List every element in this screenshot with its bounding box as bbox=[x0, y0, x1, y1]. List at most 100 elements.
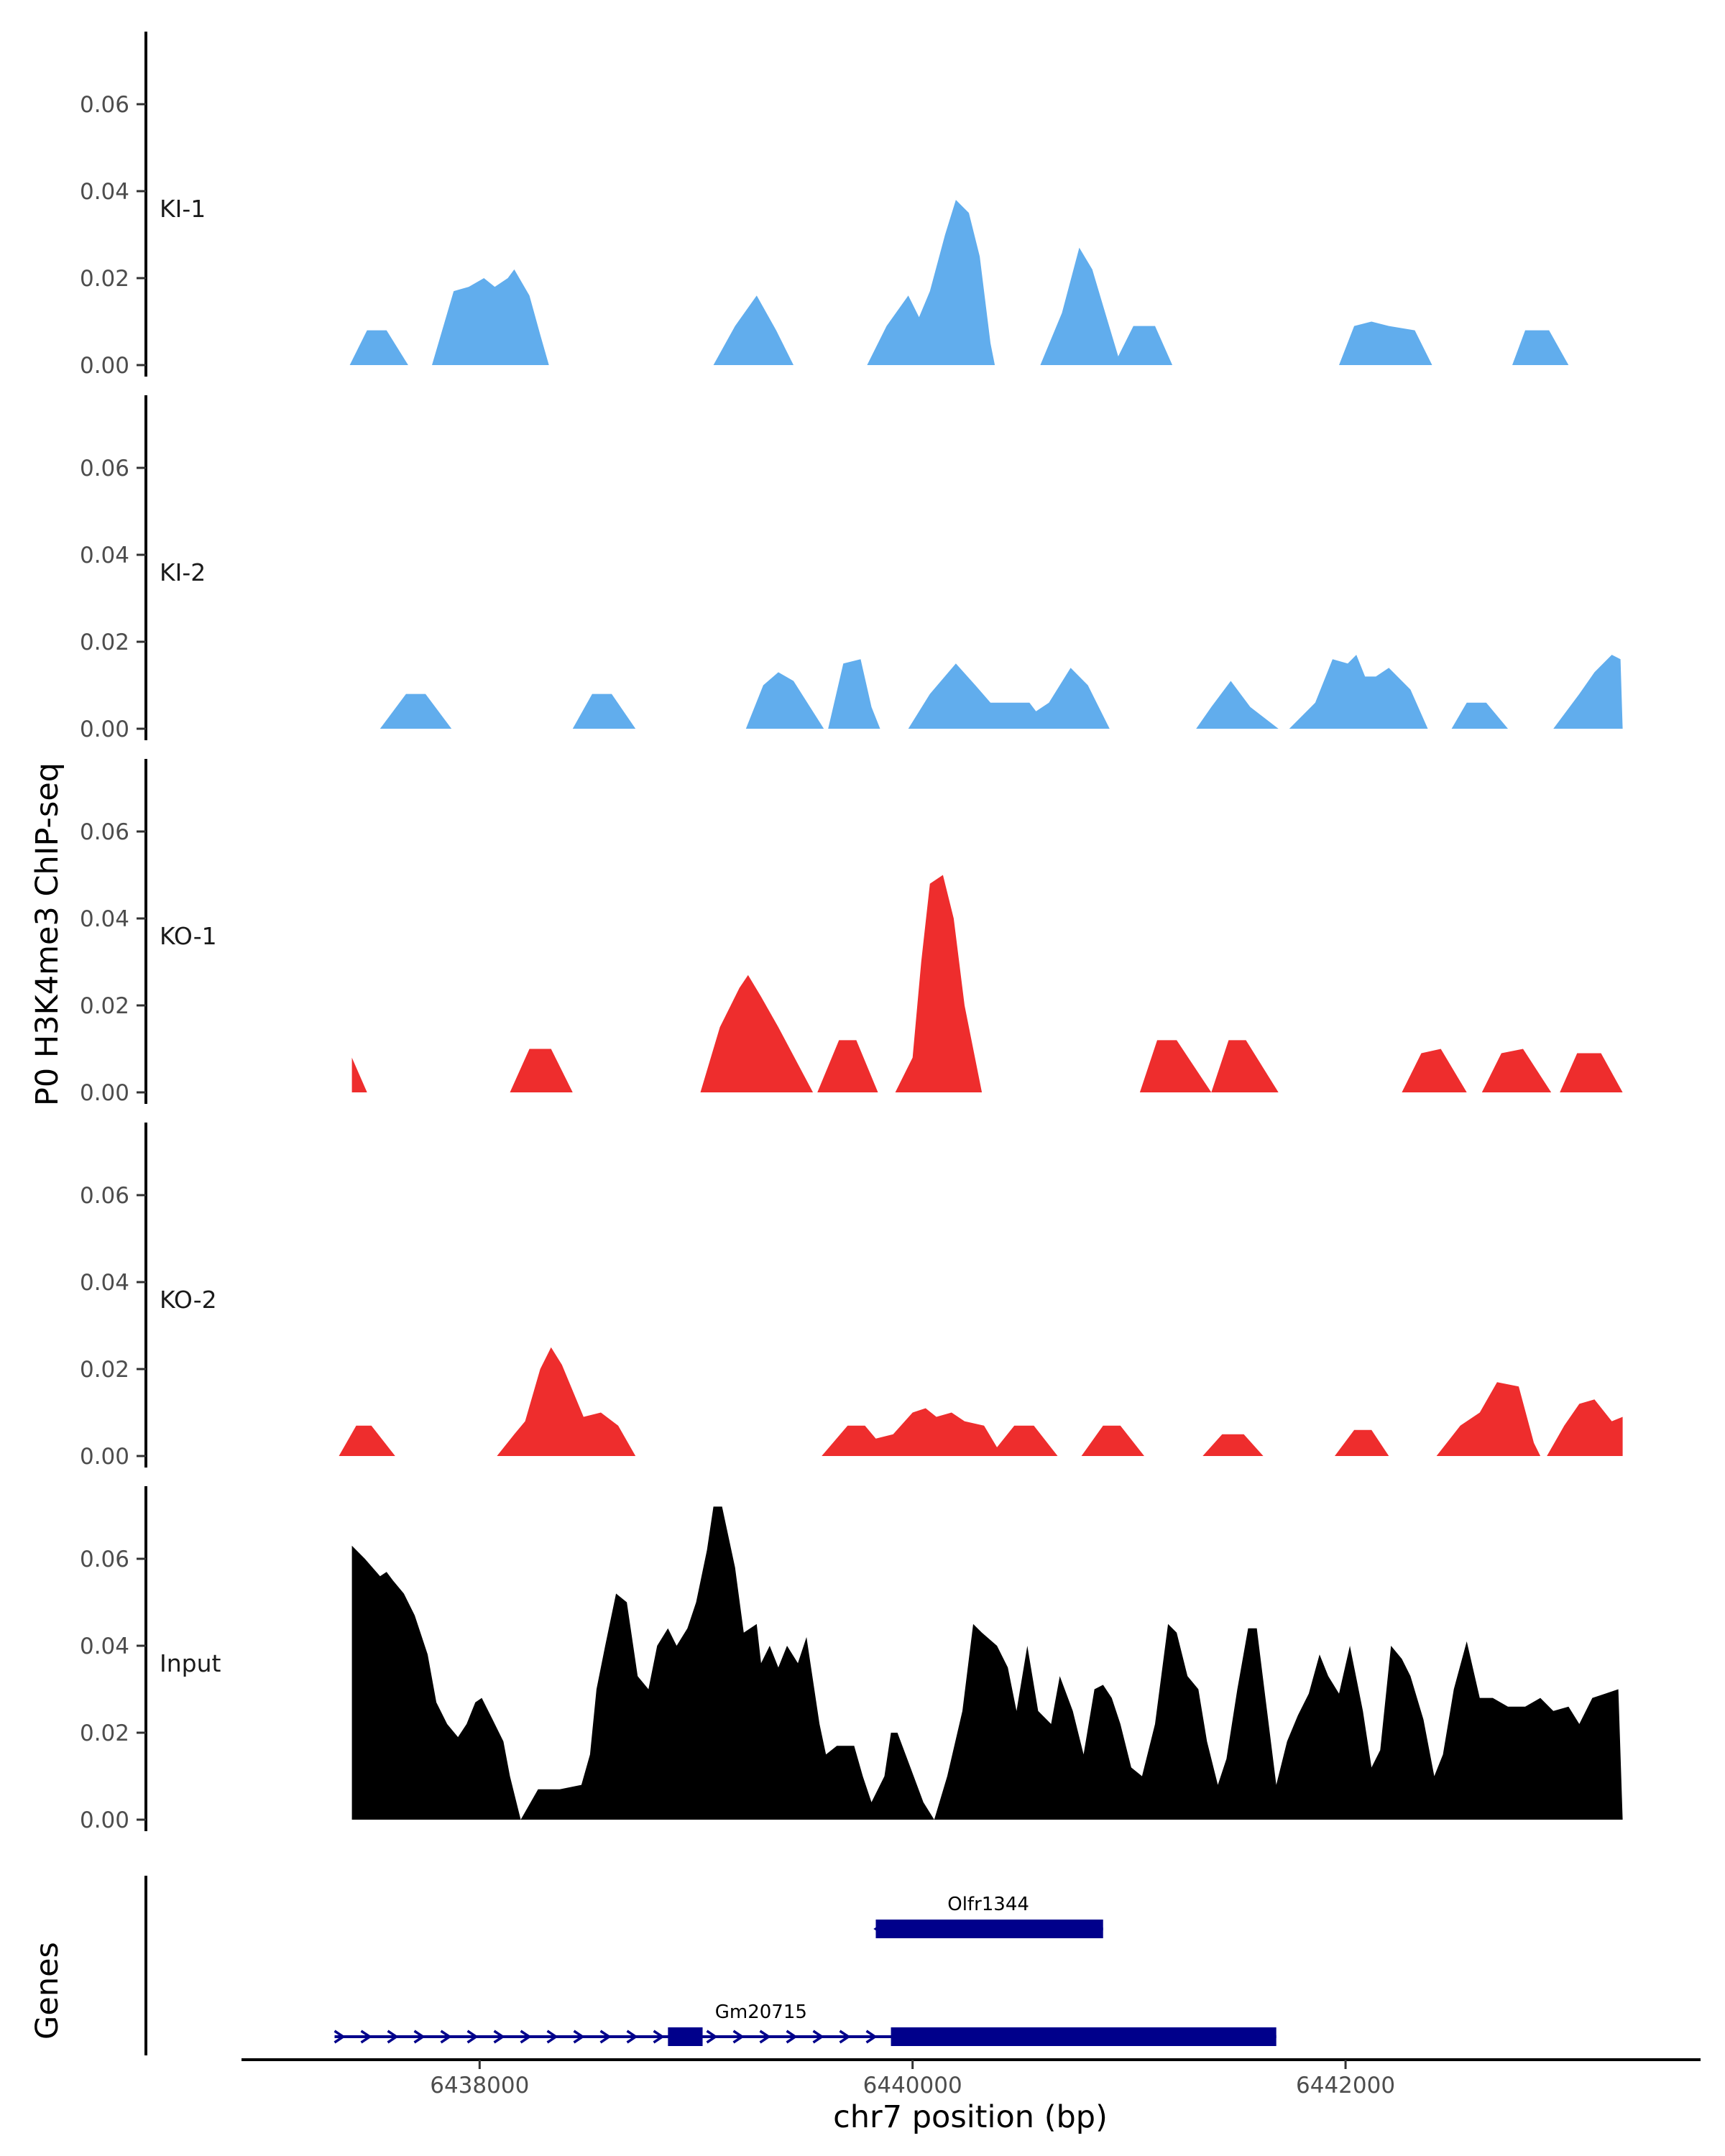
gene-label: Gm20715 bbox=[715, 2001, 807, 2023]
strand-arrow bbox=[387, 2030, 399, 2044]
strand-arrow bbox=[653, 2030, 665, 2044]
signal-peak bbox=[1196, 681, 1279, 729]
y-tick-label: 0.00 bbox=[80, 1807, 129, 1833]
signal-peak bbox=[1040, 247, 1173, 365]
signal-peak bbox=[1335, 1429, 1389, 1456]
signal-peak bbox=[1512, 330, 1569, 365]
strand-arrow bbox=[466, 2030, 479, 2044]
signal-peak bbox=[895, 875, 983, 1092]
track-label: KO-1 bbox=[160, 922, 217, 950]
track-ki-1: 0.00 0.02 0.04 0.06 KI-1 bbox=[80, 32, 1569, 379]
signal-peak bbox=[700, 975, 814, 1092]
signal-peak bbox=[1402, 1049, 1467, 1092]
y-tick-label: 0.04 bbox=[80, 1270, 129, 1296]
signal-peak bbox=[867, 200, 995, 365]
y-tick-label: 0.02 bbox=[80, 1357, 129, 1383]
signal-peak bbox=[713, 295, 794, 365]
track-input: 0.00 0.02 0.04 0.06 Input bbox=[80, 1486, 1623, 1833]
x-tick-label: 6440000 bbox=[863, 2073, 962, 2099]
y-tick-label: 0.06 bbox=[80, 819, 129, 845]
x-tick-label: 6442000 bbox=[1296, 2073, 1395, 2099]
track-ko-2: 0.00 0.02 0.04 0.06 KO-2 bbox=[80, 1123, 1623, 1470]
signal-peak bbox=[339, 1425, 395, 1456]
signal-peak bbox=[351, 1057, 367, 1092]
strand-arrow bbox=[334, 2030, 346, 2044]
gene-olfr1344: Olfr1344 bbox=[873, 1894, 1103, 1938]
signal-peak bbox=[1436, 1382, 1541, 1456]
track-ki-2: 0.00 0.02 0.04 0.06 KI-2 bbox=[80, 395, 1623, 742]
strand-arrow bbox=[626, 2030, 638, 2044]
y-tick-label: 0.04 bbox=[80, 543, 129, 568]
strand-arrow bbox=[759, 2030, 771, 2044]
strand-arrow bbox=[360, 2030, 372, 2044]
y-tick-label: 0.02 bbox=[80, 1720, 129, 1746]
x-axis: 6438000 6440000 6442000 bbox=[242, 2058, 1701, 2099]
gene-label: Olfr1344 bbox=[947, 1894, 1029, 1915]
gene-exon bbox=[891, 2027, 1276, 2046]
signal-peak bbox=[908, 663, 1110, 729]
x-tick-label: 6438000 bbox=[430, 2073, 529, 2099]
gene-exon bbox=[875, 1920, 1103, 1938]
signal-peak bbox=[497, 1347, 636, 1456]
y-tick-label: 0.02 bbox=[80, 993, 129, 1019]
y-tick-label: 0.04 bbox=[80, 1634, 129, 1659]
signal-peak bbox=[510, 1049, 573, 1092]
strand-arrow bbox=[493, 2030, 505, 2044]
gene-gm20715: Gm20715 bbox=[334, 2001, 1276, 2046]
y-tick-label: 0.00 bbox=[80, 1444, 129, 1470]
x-axis-title: chr7 position (bp) bbox=[833, 2099, 1108, 2135]
signal-peak bbox=[1560, 1053, 1623, 1092]
y-tick-label: 0.00 bbox=[80, 353, 129, 379]
strand-arrow bbox=[865, 2030, 878, 2044]
genes-track: Olfr1344 Gm20715 bbox=[144, 1876, 1276, 2055]
strand-arrow bbox=[599, 2030, 612, 2044]
y-tick-label: 0.06 bbox=[80, 1547, 129, 1572]
signal-peak bbox=[1481, 1049, 1552, 1092]
signal-peak bbox=[1451, 702, 1508, 729]
strand-arrow bbox=[706, 2030, 718, 2044]
signal-peak bbox=[1547, 1399, 1623, 1456]
track-label: KO-2 bbox=[160, 1286, 217, 1314]
track-ko-1: 0.00 0.02 0.04 0.06 KO-1 bbox=[80, 759, 1623, 1106]
signal-peak bbox=[1202, 1434, 1264, 1456]
signal-peak bbox=[380, 694, 452, 729]
strand-arrow bbox=[812, 2030, 824, 2044]
signal-peak bbox=[1211, 1040, 1279, 1092]
signal-peak bbox=[745, 672, 824, 729]
signal-peak bbox=[572, 694, 636, 729]
y-tick-label: 0.00 bbox=[80, 717, 129, 742]
signal-peak bbox=[1339, 321, 1432, 365]
signal-peak bbox=[349, 330, 408, 365]
y-tick-label: 0.06 bbox=[80, 456, 129, 482]
y-tick-label: 0.02 bbox=[80, 630, 129, 655]
y-tick-label: 0.06 bbox=[80, 1183, 129, 1209]
strand-arrow bbox=[413, 2030, 426, 2044]
tracks: 0.00 0.02 0.04 0.06 KI-1 0.00 0.02 0.04 0.06 KI-2… bbox=[80, 32, 1623, 1833]
signal-peak bbox=[822, 1408, 1058, 1456]
strand-arrow bbox=[732, 2030, 745, 2044]
strand-arrow bbox=[573, 2030, 585, 2044]
y-tick-label: 0.02 bbox=[80, 266, 129, 292]
signal-peak bbox=[1139, 1040, 1212, 1092]
signal-peak bbox=[1553, 655, 1623, 729]
y-tick-label: 0.04 bbox=[80, 179, 129, 205]
strand-arrow bbox=[546, 2030, 558, 2044]
track-label: KI-2 bbox=[160, 558, 206, 586]
strand-arrow bbox=[440, 2030, 452, 2044]
genes-axis-title: Genes bbox=[29, 1942, 65, 2040]
signal-peak bbox=[828, 659, 880, 729]
signal-peak bbox=[351, 1506, 1623, 1820]
signal-peak bbox=[1289, 655, 1428, 729]
signal-peak bbox=[817, 1040, 878, 1092]
gene-exon bbox=[668, 2027, 703, 2046]
signal-peak bbox=[432, 269, 549, 365]
signal-peak bbox=[1081, 1425, 1144, 1456]
y-tick-label: 0.06 bbox=[80, 92, 129, 118]
y-axis-title: P0 H3K4me3 ChIP-seq bbox=[29, 763, 65, 1106]
strand-arrow bbox=[786, 2030, 798, 2044]
strand-arrow bbox=[839, 2030, 851, 2044]
strand-arrow bbox=[520, 2030, 532, 2044]
track-label: Input bbox=[160, 1649, 221, 1677]
y-tick-label: 0.00 bbox=[80, 1080, 129, 1106]
